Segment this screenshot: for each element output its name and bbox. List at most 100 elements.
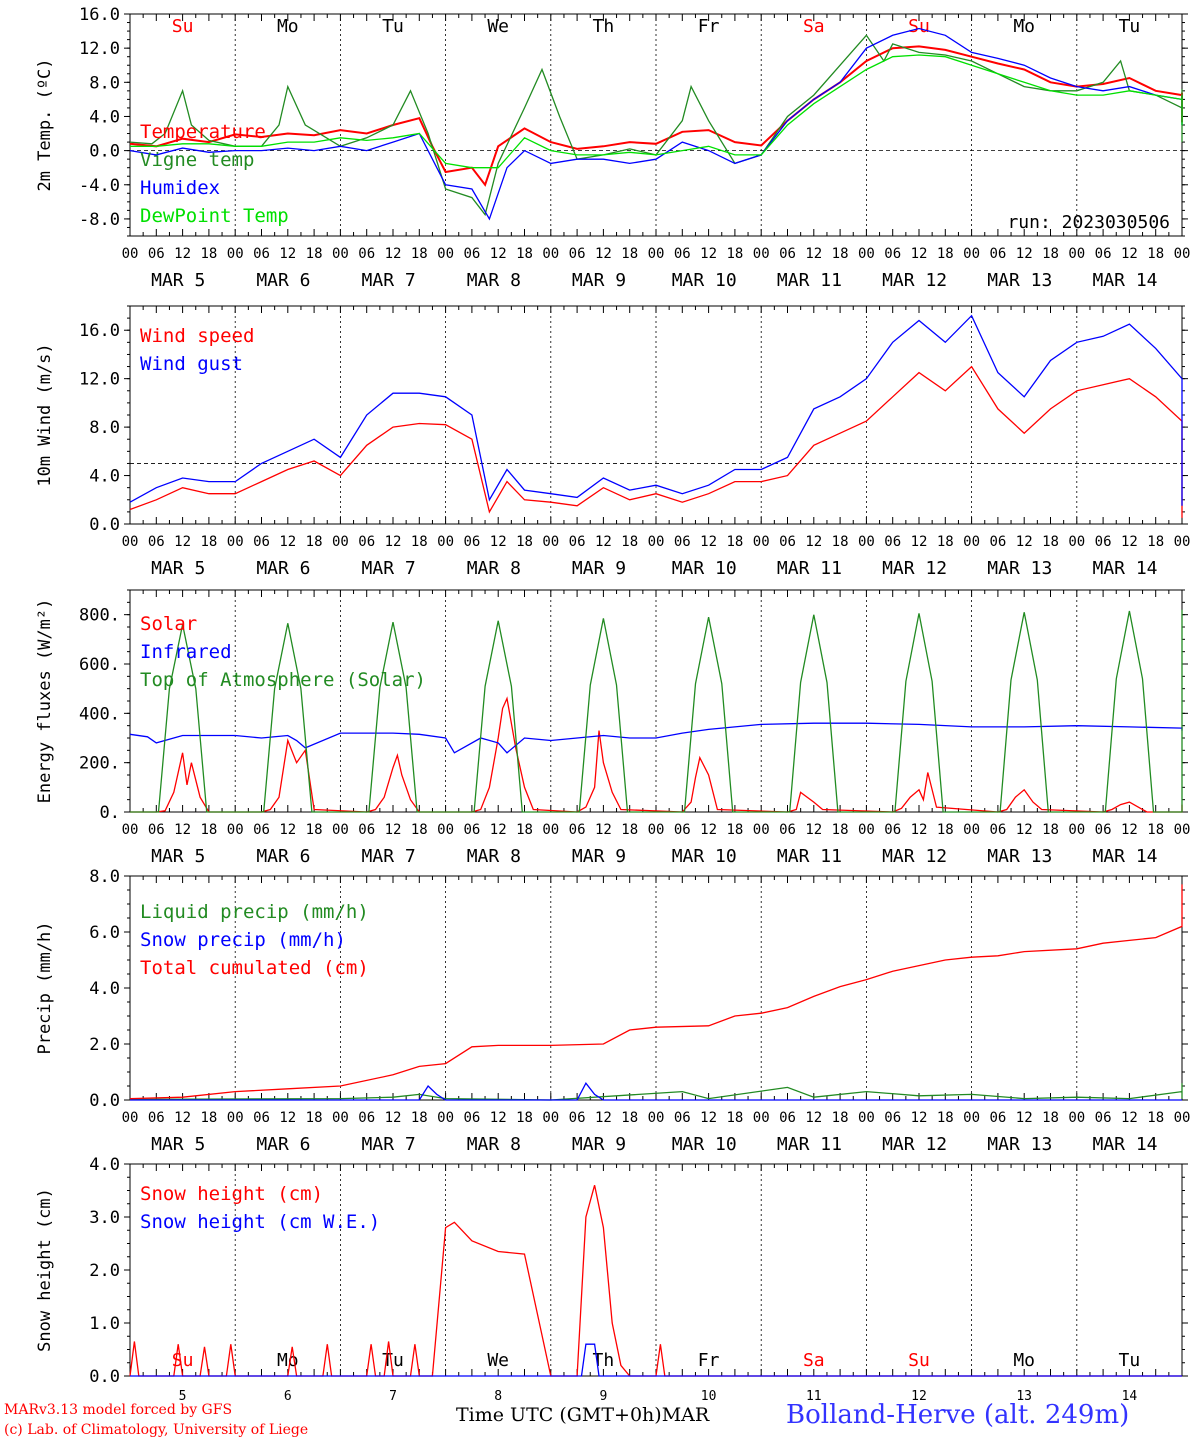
model-credit-line2: (c) Lab. of Climatology, University of L… bbox=[4, 1422, 309, 1438]
legend-entry: DewPoint Temp bbox=[140, 205, 289, 227]
x-hour-label: 06 bbox=[463, 1110, 480, 1126]
y-tick-label: 0.0 bbox=[89, 1367, 120, 1387]
x-hour-label: 00 bbox=[227, 1110, 244, 1126]
x-day-label: MAR 12 bbox=[882, 558, 947, 579]
series-line-snow-height-cm-w-e- bbox=[130, 1343, 1182, 1377]
x-hour-label: 12 bbox=[1121, 246, 1138, 262]
y-tick-label: 0.0 bbox=[89, 515, 120, 535]
x-day-label: MAR 8 bbox=[467, 1134, 521, 1155]
x-hour-label: 00 bbox=[1068, 246, 1085, 262]
day-name: Sa bbox=[803, 16, 825, 37]
x-hour-label: 18 bbox=[516, 534, 533, 550]
x-day-label: MAR 12 bbox=[882, 1134, 947, 1155]
x-hour-label: 06 bbox=[1095, 822, 1112, 838]
x-hour-label: 18 bbox=[621, 1110, 638, 1126]
x-hour-label: 06 bbox=[779, 534, 796, 550]
series-line-snow-height-cm- bbox=[129, 1185, 1182, 1377]
x-day-label: MAR 13 bbox=[987, 270, 1052, 291]
x-day-label: MAR 14 bbox=[1093, 846, 1158, 867]
x-hour-label: 12 bbox=[1121, 1110, 1138, 1126]
x-hour-label: 00 bbox=[648, 1110, 665, 1126]
x-hour-label: 18 bbox=[200, 534, 217, 550]
x-hour-label: 06 bbox=[253, 534, 270, 550]
x-hour-label: 06 bbox=[884, 822, 901, 838]
x-hour-label: 18 bbox=[937, 246, 954, 262]
x-hour-label: 18 bbox=[200, 1110, 217, 1126]
day-number: 9 bbox=[599, 1389, 607, 1404]
x-hour-label: 00 bbox=[753, 534, 770, 550]
y-tick-label: 6.0 bbox=[89, 923, 120, 943]
x-hour-label: 00 bbox=[227, 246, 244, 262]
x-day-label: MAR 10 bbox=[672, 846, 737, 867]
legend-entry: Temperature bbox=[140, 121, 266, 143]
x-hour-label: 12 bbox=[174, 1110, 191, 1126]
x-hour-label: 06 bbox=[463, 534, 480, 550]
day-number: 6 bbox=[284, 1389, 292, 1404]
legend-entry: Humidex bbox=[140, 177, 220, 199]
x-hour-label: 18 bbox=[411, 822, 428, 838]
day-number: 5 bbox=[179, 1389, 187, 1404]
y-axis-label: Energy fluxes (W/m²) bbox=[35, 599, 55, 804]
y-tick-label: -8.0 bbox=[79, 210, 120, 230]
day-number: 10 bbox=[701, 1389, 717, 1404]
x-hour-label: 06 bbox=[358, 534, 375, 550]
x-hour-label: 12 bbox=[385, 246, 402, 262]
x-hour-label: 00 bbox=[858, 534, 875, 550]
x-hour-label: 06 bbox=[674, 1110, 691, 1126]
x-hour-label: 00 bbox=[1068, 822, 1085, 838]
x-hour-label: 18 bbox=[621, 822, 638, 838]
x-hour-label: 18 bbox=[937, 534, 954, 550]
y-tick-label: 8.0 bbox=[89, 73, 120, 93]
day-name: Su bbox=[908, 16, 930, 37]
day-name: Tu bbox=[382, 1350, 404, 1371]
x-day-label: MAR 12 bbox=[882, 846, 947, 867]
y-axis-label: Precip (mm/h) bbox=[35, 921, 55, 1054]
x-hour-label: 12 bbox=[279, 822, 296, 838]
x-hour-label: 00 bbox=[753, 822, 770, 838]
x-hour-label: 18 bbox=[516, 246, 533, 262]
x-hour-label: 18 bbox=[306, 1110, 323, 1126]
y-tick-label: 16.0 bbox=[79, 321, 120, 341]
y-tick-label: 0.0 bbox=[89, 1091, 120, 1111]
x-hour-label: 00 bbox=[542, 822, 559, 838]
x-hour-label: 18 bbox=[411, 246, 428, 262]
y-tick-label: -4.0 bbox=[79, 176, 120, 196]
day-name: Sa bbox=[803, 1350, 825, 1371]
x-hour-label: 00 bbox=[1174, 822, 1191, 838]
x-hour-label: 06 bbox=[884, 1110, 901, 1126]
x-day-label: MAR 11 bbox=[777, 1134, 842, 1155]
day-name: Su bbox=[172, 16, 194, 37]
x-day-label: MAR 13 bbox=[987, 558, 1052, 579]
x-hour-label: 06 bbox=[148, 1110, 165, 1126]
x-hour-label: 12 bbox=[174, 246, 191, 262]
day-name: Tu bbox=[1119, 16, 1141, 37]
x-day-label: MAR 9 bbox=[572, 270, 626, 291]
x-hour-label: 00 bbox=[1174, 246, 1191, 262]
x-hour-label: 00 bbox=[1068, 534, 1085, 550]
x-hour-label: 18 bbox=[306, 534, 323, 550]
legend-entry: Liquid precip (mm/h) bbox=[140, 901, 369, 923]
x-hour-label: 18 bbox=[1147, 534, 1164, 550]
x-hour-label: 06 bbox=[569, 822, 586, 838]
legend-entry: Top of Atmosphere (Solar) bbox=[140, 669, 426, 691]
x-hour-label: 18 bbox=[937, 1110, 954, 1126]
x-day-label: MAR 14 bbox=[1093, 270, 1158, 291]
x-day-label: MAR 12 bbox=[882, 270, 947, 291]
y-tick-label: 600. bbox=[79, 655, 120, 675]
x-hour-label: 00 bbox=[858, 246, 875, 262]
day-name: We bbox=[487, 1350, 509, 1371]
x-hour-label: 06 bbox=[253, 1110, 270, 1126]
x-hour-label: 00 bbox=[437, 1110, 454, 1126]
x-day-label: MAR 6 bbox=[256, 270, 310, 291]
legend-entry: Total cumulated (cm) bbox=[140, 957, 369, 979]
x-hour-label: 18 bbox=[726, 822, 743, 838]
day-number: 11 bbox=[806, 1389, 822, 1404]
x-day-label: MAR 9 bbox=[572, 558, 626, 579]
x-day-label: MAR 8 bbox=[467, 558, 521, 579]
x-day-label: MAR 14 bbox=[1093, 558, 1158, 579]
day-number: 12 bbox=[911, 1389, 927, 1404]
x-hour-label: 00 bbox=[753, 1110, 770, 1126]
day-number: 7 bbox=[389, 1389, 397, 1404]
x-hour-label: 12 bbox=[490, 1110, 507, 1126]
